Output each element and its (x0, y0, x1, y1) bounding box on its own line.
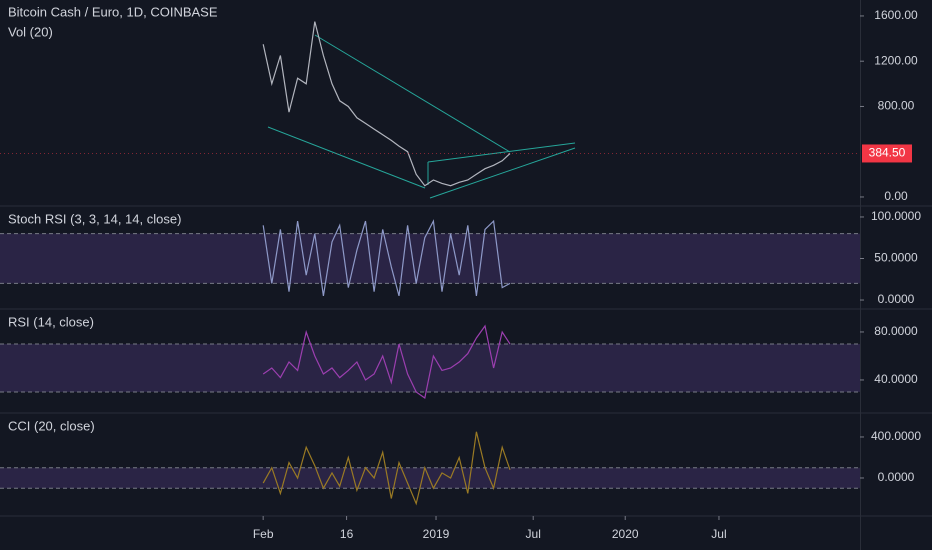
x-tick-label: Jul (526, 527, 541, 541)
y-tick-label: 1200.00 (874, 53, 918, 67)
pane-title: Stoch RSI (3, 3, 14, 14, close) (8, 211, 181, 226)
pane-title: RSI (14, close) (8, 314, 94, 329)
trend-line (314, 34, 511, 153)
series-line (262, 21, 511, 187)
last-price-label: 384.50 (869, 146, 906, 160)
pane-title: Bitcoin Cash / Euro, 1D, COINBASE (8, 4, 218, 19)
pane-subtitle: Vol (20) (8, 24, 53, 39)
last-price-box (862, 144, 912, 163)
x-tick-label: 2019 (423, 527, 450, 541)
band (0, 343, 860, 392)
y-tick-label: 1600.00 (874, 8, 918, 22)
band (0, 233, 860, 284)
x-tick-label: 16 (340, 527, 354, 541)
pane-title: CCI (20, close) (8, 418, 95, 433)
series-line (262, 219, 511, 297)
y-tick-label: 80.0000 (874, 324, 918, 338)
y-tick-label: 0.0000 (878, 292, 915, 306)
trend-lines (267, 34, 576, 199)
x-tick-label: Jul (711, 527, 726, 541)
band (0, 467, 860, 489)
x-tick-label: 2020 (612, 527, 639, 541)
x-tick-label: Feb (253, 527, 274, 541)
y-tick-label: 0.00 (884, 189, 908, 203)
y-tick-label: 800.00 (878, 99, 915, 113)
trend-line (429, 147, 576, 199)
trend-line (267, 126, 426, 189)
y-tick-label: 40.0000 (874, 372, 918, 386)
series-line (262, 324, 511, 400)
y-tick-label: 50.0000 (874, 251, 918, 265)
y-tick-label: 400.0000 (871, 429, 921, 443)
series-line (262, 431, 511, 506)
y-tick-label: 0.0000 (878, 470, 915, 484)
y-tick-label: 100.0000 (871, 209, 921, 223)
trend-line (427, 142, 576, 163)
